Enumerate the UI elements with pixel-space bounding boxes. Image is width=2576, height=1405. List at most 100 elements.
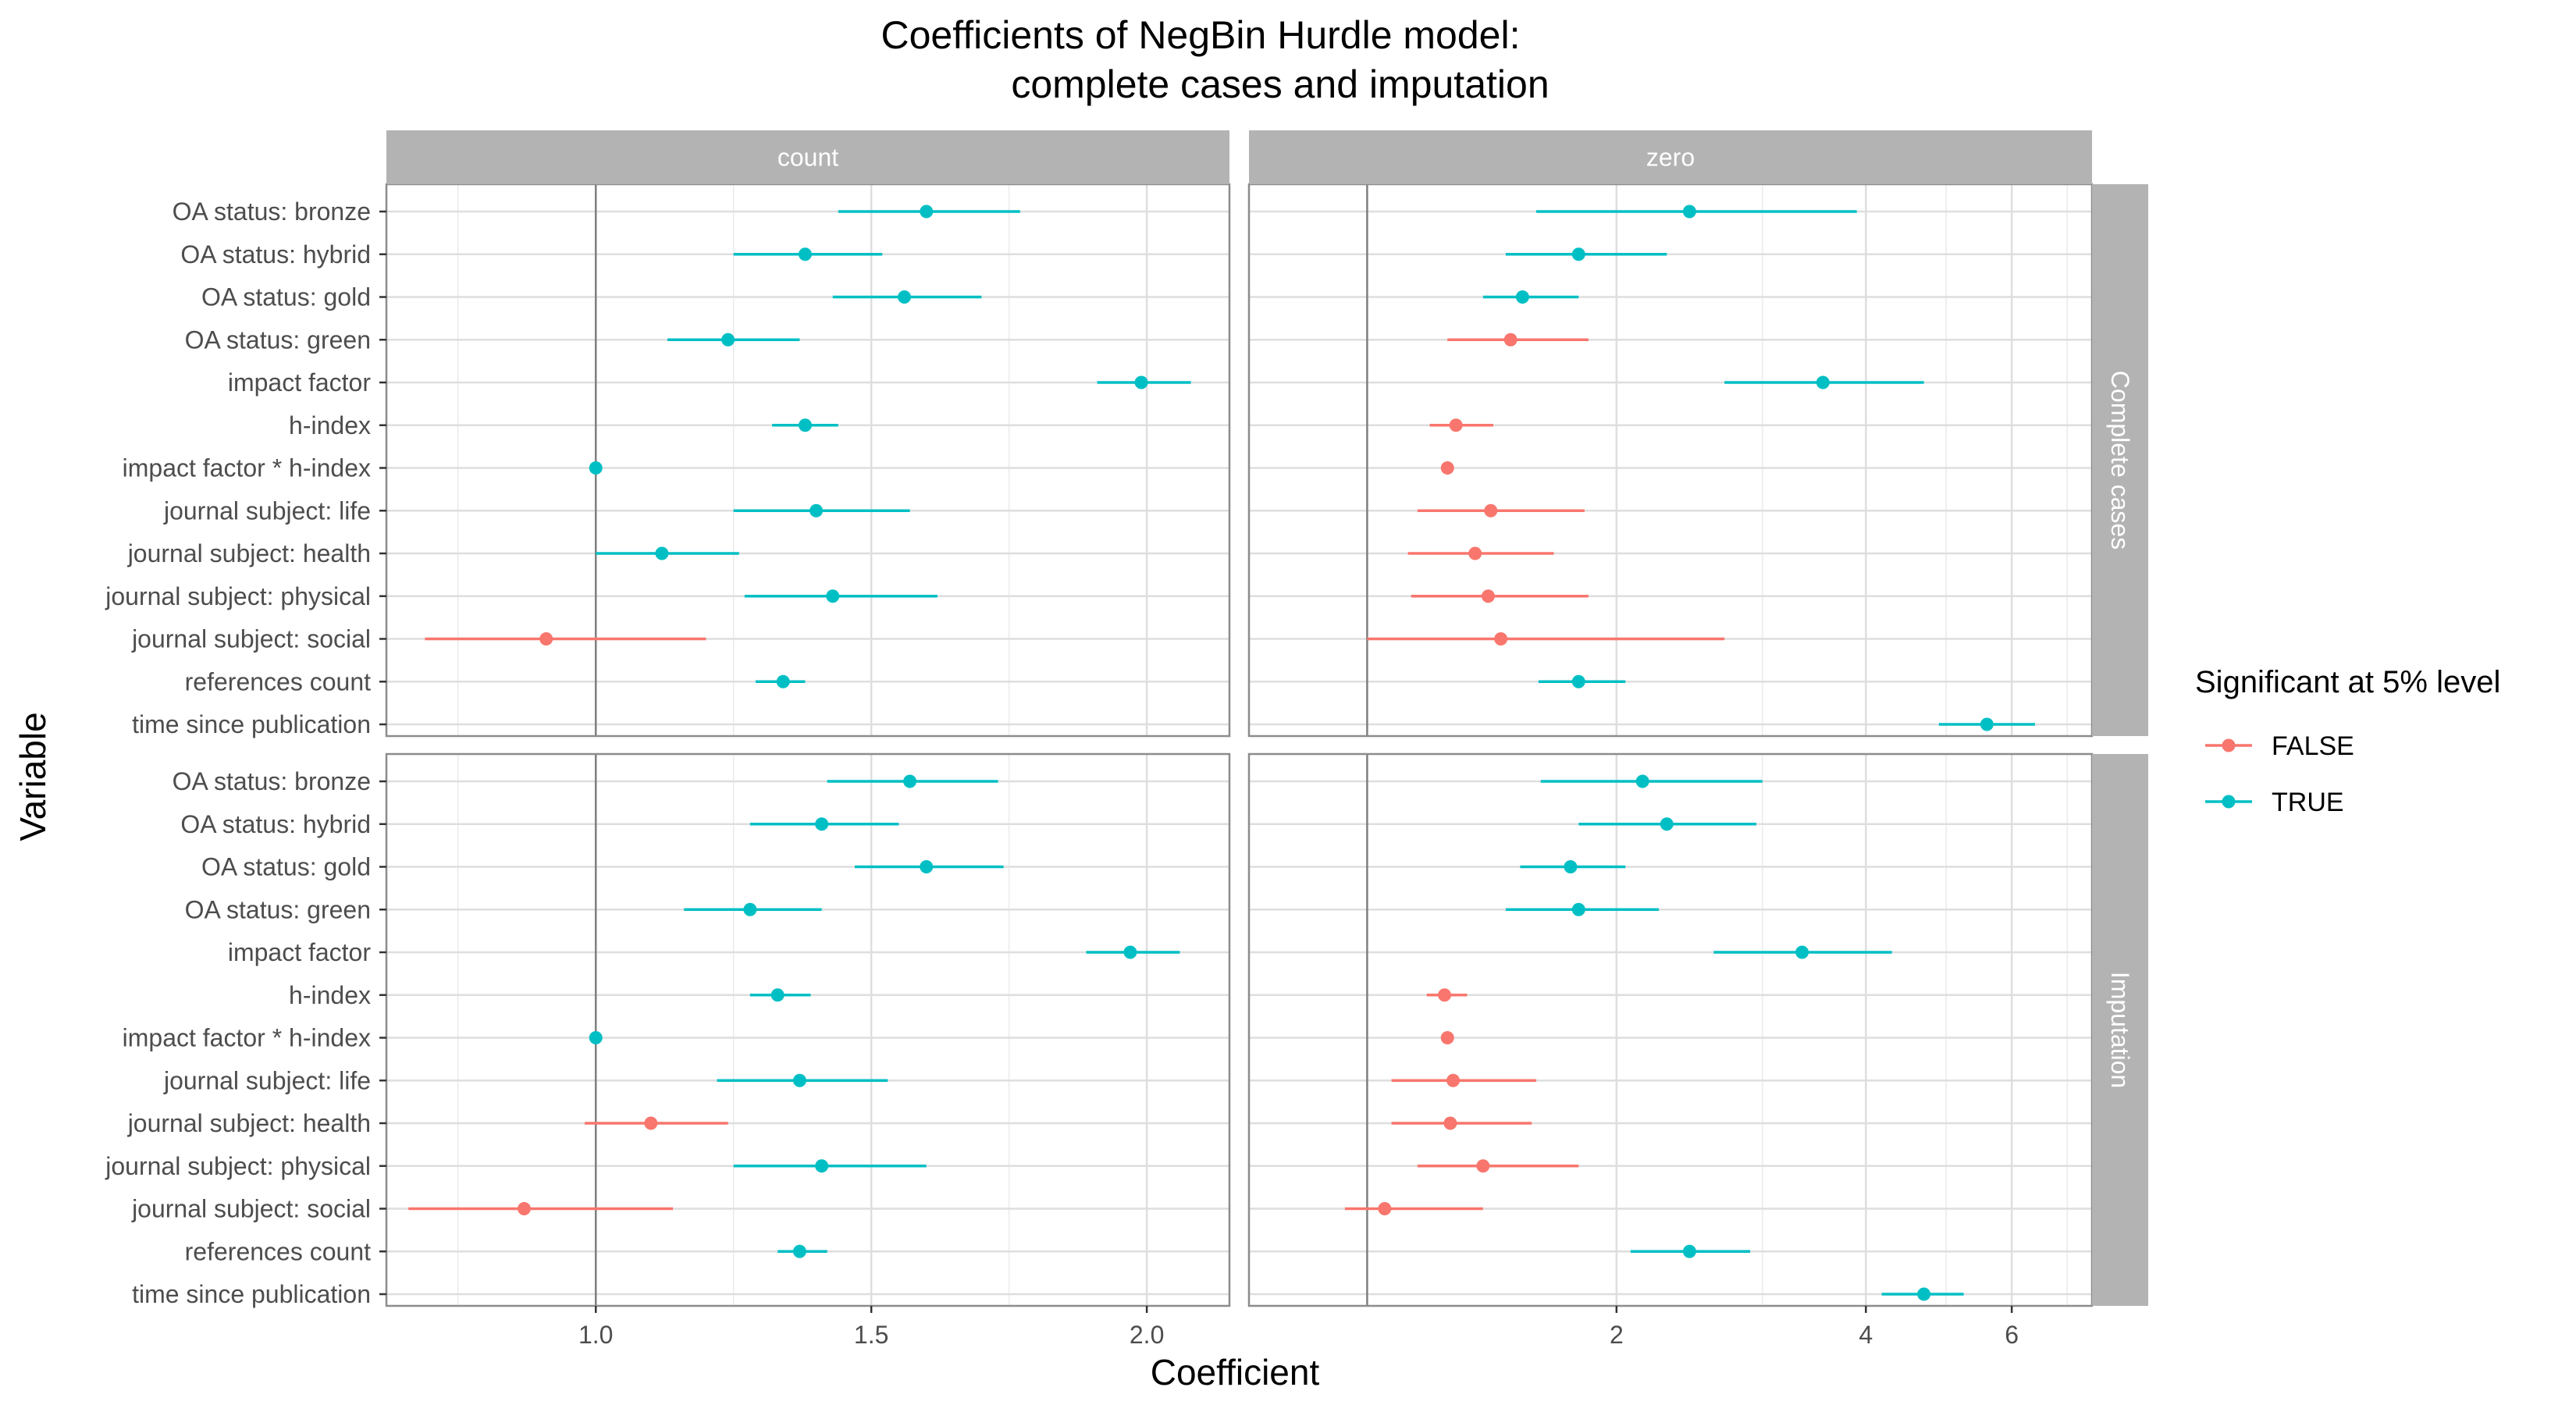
plot-area: count zero Complete cases Imputation OA stat… — [105, 130, 2148, 1349]
panel-background — [386, 754, 1229, 1306]
facet-strip — [2092, 754, 2148, 1306]
panel-background — [1249, 754, 2092, 1306]
point-estimate — [1571, 247, 1585, 261]
y-tick-label: time since publication — [132, 1280, 371, 1308]
point-estimate — [1481, 589, 1495, 603]
point-estimate — [1123, 945, 1137, 959]
y-tick-label: OA status: gold — [201, 853, 371, 881]
point-estimate — [1378, 1202, 1392, 1215]
point-estimate — [1484, 503, 1498, 518]
point-estimate — [644, 1116, 658, 1130]
point-estimate — [721, 333, 735, 347]
legend-label: FALSE — [2272, 731, 2354, 761]
y-tick-label: h-index — [289, 411, 371, 439]
y-tick-label: impact factor * h-index — [123, 454, 371, 482]
y-tick-label: impact factor — [228, 368, 372, 397]
point-estimate — [589, 461, 603, 475]
point-estimate — [809, 503, 824, 518]
point-estimate — [1468, 546, 1482, 560]
point-estimate — [1571, 674, 1585, 688]
point-estimate — [920, 860, 934, 873]
point-estimate — [1682, 205, 1696, 219]
point-estimate — [1816, 375, 1830, 389]
y-tick-label: journal subject: life — [163, 1066, 371, 1094]
point-estimate — [898, 290, 912, 304]
panel-border — [385, 752, 1231, 1307]
point-estimate — [920, 205, 934, 219]
point-estimate — [1476, 1159, 1490, 1173]
point-estimate — [655, 546, 669, 560]
point-estimate — [826, 589, 840, 603]
facet-strip-label: Complete cases — [2106, 371, 2134, 550]
x-tick-label: 4 — [1859, 1321, 1873, 1349]
facet-strip-label: zero — [1646, 144, 1695, 172]
point-estimate — [1571, 902, 1585, 916]
point-estimate — [517, 1202, 531, 1215]
y-tick-label: journal subject: health — [127, 539, 371, 567]
point-estimate — [1438, 988, 1452, 1002]
point-estimate — [792, 1073, 806, 1087]
point-estimate — [743, 902, 757, 916]
legend: Significant at 5% level FALSE TRUE — [2195, 665, 2500, 817]
point-estimate — [1660, 817, 1674, 831]
point-estimate — [770, 988, 785, 1002]
y-tick-label: OA status: hybrid — [180, 810, 371, 838]
x-tick-label: 2.0 — [1130, 1321, 1164, 1349]
point-estimate — [1134, 375, 1148, 389]
y-tick-label: journal subject: physical — [105, 1152, 371, 1180]
point-estimate — [1494, 632, 1508, 646]
y-tick-label: OA status: gold — [201, 283, 371, 311]
y-tick-label: journal subject: social — [131, 625, 371, 653]
facet-strip — [386, 130, 1229, 184]
y-tick-label: time since publication — [132, 710, 371, 738]
x-tick-label: 1.0 — [578, 1321, 613, 1349]
legend-title: Significant at 5% level — [2195, 665, 2500, 699]
chart-title-line-1: Coefficients of NegBin Hurdle model: — [881, 13, 1521, 57]
y-tick-label: journal subject: physical — [105, 582, 371, 610]
y-tick-label: OA status: bronze — [173, 767, 371, 795]
legend-key-point — [2222, 795, 2236, 809]
point-estimate — [589, 1031, 603, 1044]
point-estimate — [1440, 461, 1454, 475]
point-estimate — [1440, 1031, 1454, 1044]
y-tick-label: impact factor — [228, 938, 372, 966]
point-estimate — [1980, 717, 1994, 731]
y-tick-label: impact factor * h-index — [123, 1024, 371, 1052]
y-tick-label: OA status: hybrid — [180, 240, 371, 269]
point-estimate — [792, 1244, 806, 1258]
legend-label: TRUE — [2272, 788, 2344, 817]
y-tick-label: OA status: green — [185, 325, 371, 354]
panel-background — [386, 184, 1229, 736]
point-estimate — [815, 1159, 829, 1173]
panel-background — [1249, 184, 2092, 736]
x-axis-title: Coefficient — [1151, 1352, 1320, 1393]
facet-strip-label: count — [777, 144, 838, 172]
y-tick-label: journal subject: social — [131, 1195, 371, 1223]
x-tick-label: 6 — [2005, 1321, 2019, 1349]
point-estimate — [1564, 860, 1578, 873]
point-estimate — [1682, 1244, 1696, 1258]
y-tick-label: journal subject: health — [127, 1109, 371, 1137]
y-axis-title: Variable — [12, 712, 53, 841]
point-estimate — [1515, 290, 1529, 304]
x-tick-label: 2 — [1610, 1321, 1624, 1349]
legend-key-point — [2222, 738, 2236, 752]
point-estimate — [798, 418, 812, 432]
point-estimate — [903, 774, 917, 788]
y-tick-label: h-index — [289, 981, 371, 1009]
y-tick-label: OA status: bronze — [173, 197, 371, 226]
point-estimate — [1635, 774, 1649, 788]
point-estimate — [1503, 333, 1517, 347]
facet-strip — [1249, 130, 2092, 184]
point-estimate — [798, 247, 812, 261]
y-tick-label: OA status: green — [185, 895, 371, 923]
point-estimate — [539, 632, 553, 646]
point-estimate — [1443, 1116, 1457, 1130]
facet-strip — [2092, 184, 2148, 736]
chart-title-line-2: complete cases and imputation — [1011, 62, 1549, 106]
y-tick-label: journal subject: life — [163, 496, 371, 525]
point-estimate — [1917, 1287, 1931, 1301]
y-tick-label: references count — [185, 667, 371, 695]
point-estimate — [1449, 418, 1463, 432]
